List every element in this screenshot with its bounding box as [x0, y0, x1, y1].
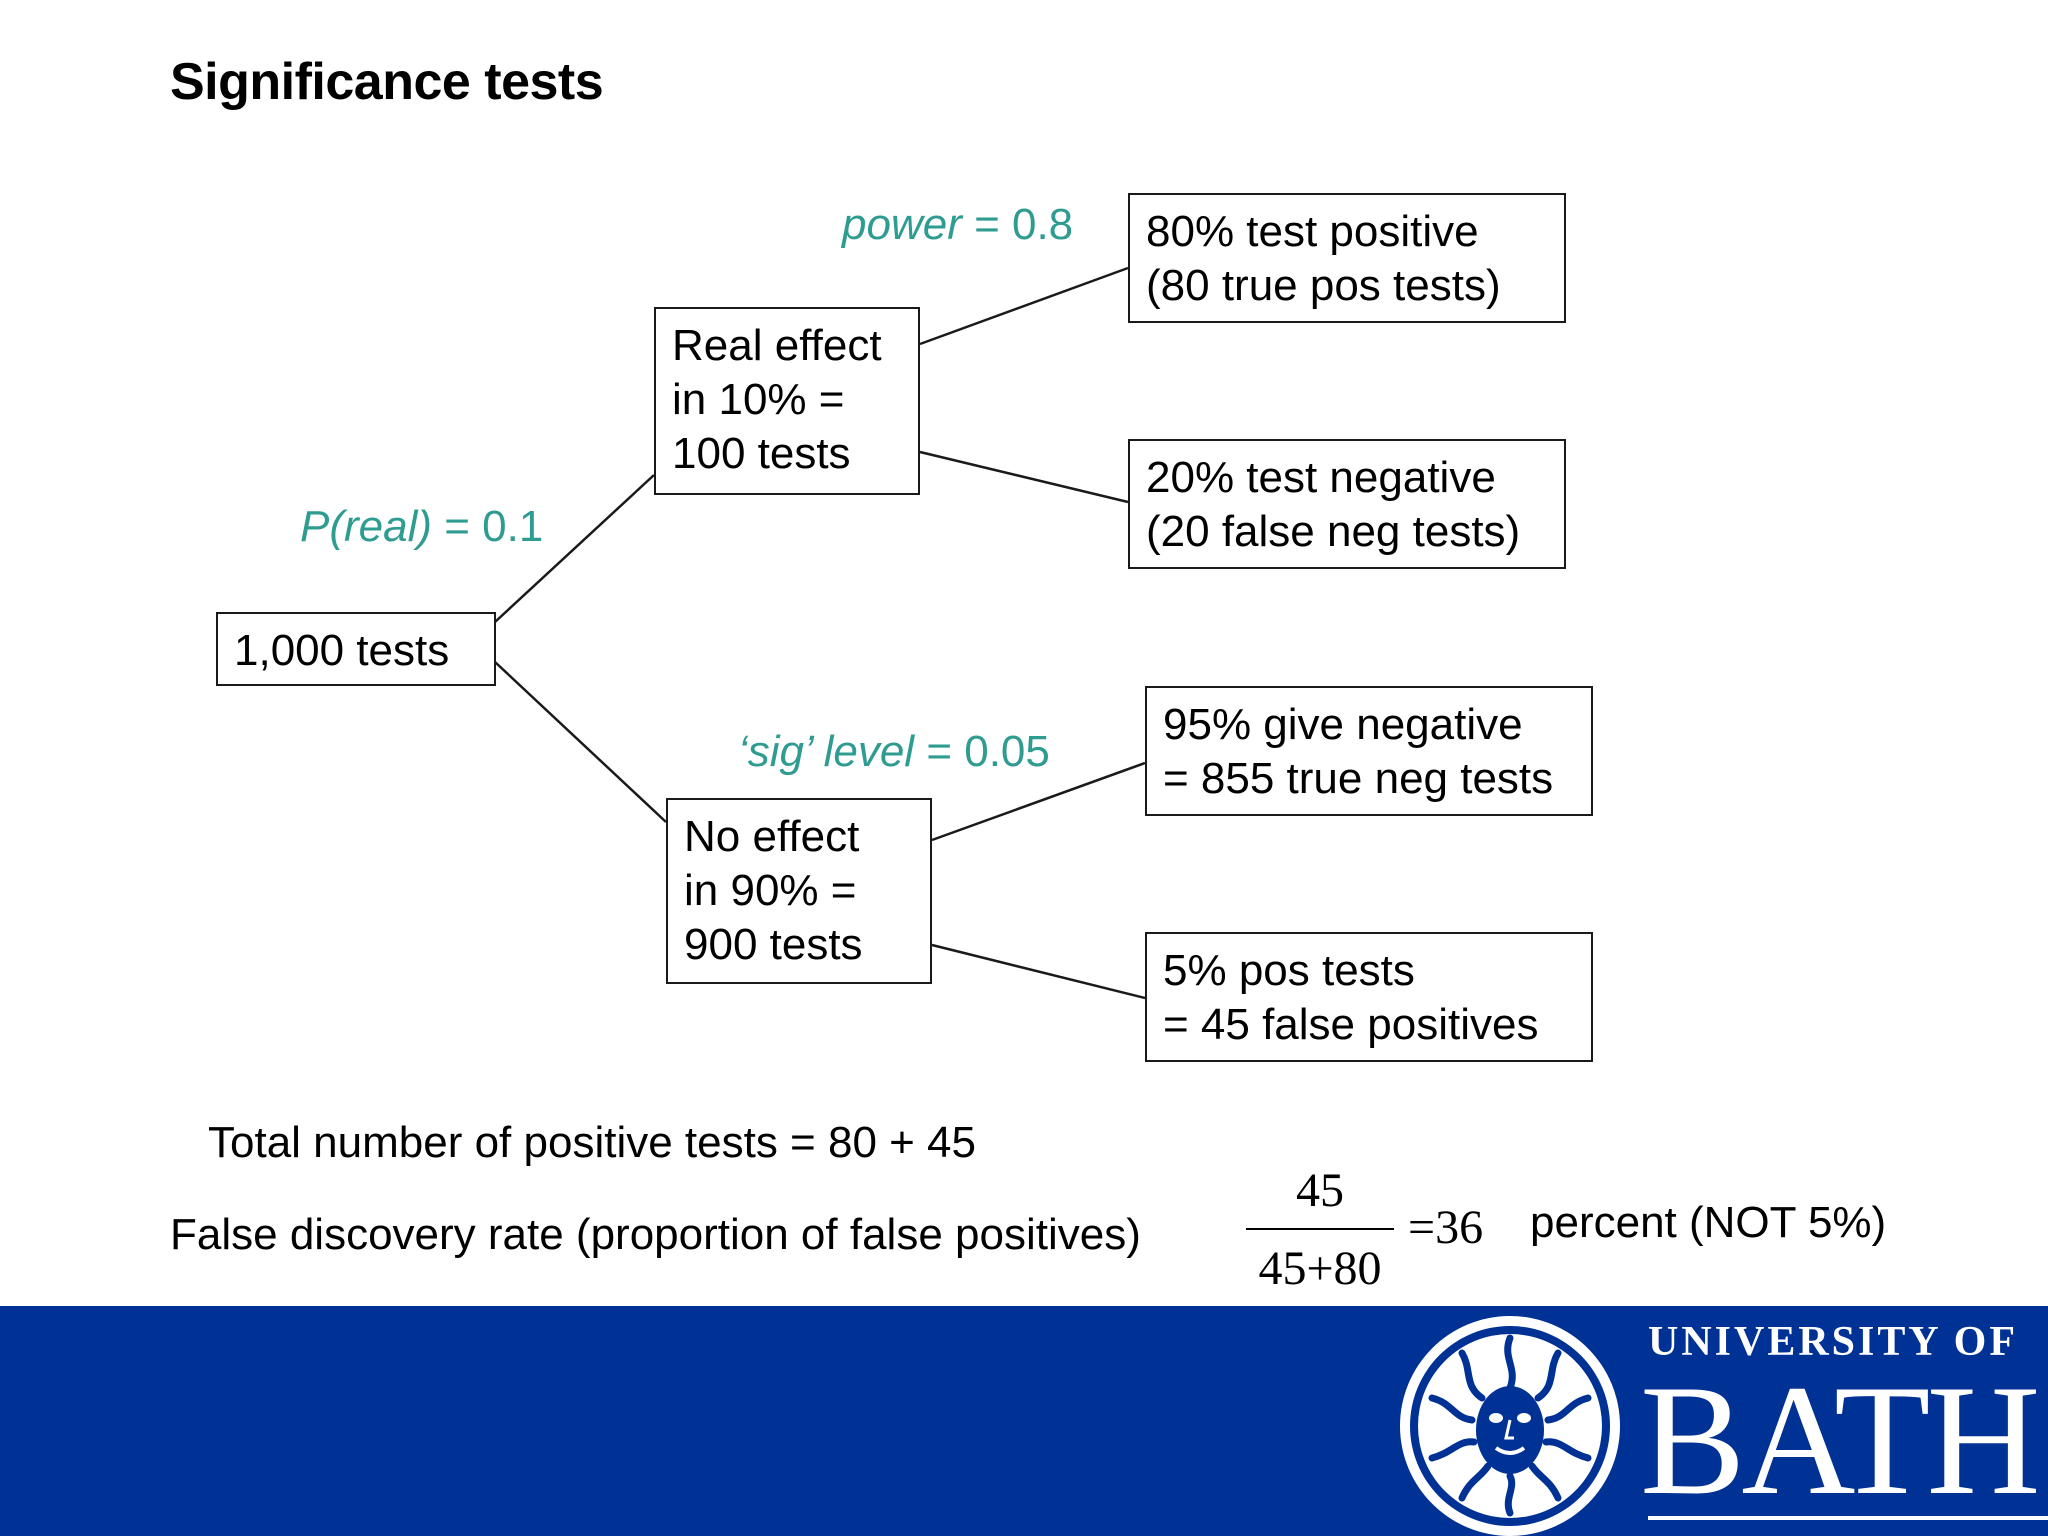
no-effect-node: No effect in 90% = 900 tests	[666, 798, 932, 984]
false-negative-line-2: (20 false neg tests)	[1146, 507, 1521, 556]
no-effect-line-1: No effect	[684, 812, 860, 861]
logo-underline	[1648, 1516, 2048, 1520]
false-negative-node: 20% test negative (20 false neg tests)	[1128, 439, 1566, 569]
true-negative-node: 95% give negative = 855 true neg tests	[1145, 686, 1593, 816]
total-positive-tests: Total number of positive tests = 80 + 45	[208, 1118, 977, 1167]
no-effect-line-2: in 90% =	[684, 866, 857, 915]
page-title: Significance tests	[170, 53, 604, 111]
fdr-result-suffix: percent (NOT 5%)	[1530, 1198, 1887, 1247]
true-positive-node: 80% test positive (80 true pos tests)	[1128, 193, 1566, 323]
bath-wordmark: BATH	[1640, 1353, 2041, 1528]
fdr-fraction-numerator: 45	[1296, 1164, 1344, 1217]
connector-real-truepos	[919, 266, 1129, 346]
fdr-result: =36	[1408, 1201, 1484, 1254]
fdr-fraction: 45 45+80	[1240, 1162, 1400, 1298]
fdr-fraction-bar	[1246, 1228, 1394, 1230]
sig-level-value: = 0.05	[914, 727, 1050, 776]
university-of-text: UNIVERSITY OF	[1648, 1319, 2018, 1365]
power-value: = 0.8	[961, 200, 1074, 249]
sig-level-label: ‘sig’ level = 0.05	[738, 727, 1050, 777]
p-real-var: P(real)	[300, 502, 433, 551]
real-effect-line-2: in 10% =	[672, 375, 845, 424]
p-real-value: = 0.1	[432, 502, 544, 551]
true-positive-line-2: (80 true pos tests)	[1146, 261, 1501, 310]
sun-god-head-crest-icon	[1400, 1316, 1620, 1536]
true-negative-line-1: 95% give negative	[1163, 700, 1523, 749]
power-var: power	[842, 200, 962, 249]
footer-band	[0, 1306, 2048, 1536]
root-node: 1,000 tests	[216, 612, 496, 686]
real-effect-line-1: Real effect	[672, 321, 882, 370]
connector-root-real	[494, 474, 655, 623]
connector-real-falseneg	[919, 450, 1129, 504]
false-negative-line-1: 20% test negative	[1146, 453, 1496, 502]
false-positive-line-1: 5% pos tests	[1163, 946, 1415, 995]
fdr-label: False discovery rate (proportion of fals…	[170, 1210, 1141, 1259]
false-positive-node: 5% pos tests = 45 false positives	[1145, 932, 1593, 1062]
power-label: power = 0.8	[842, 200, 1073, 250]
true-positive-line-1: 80% test positive	[1146, 207, 1479, 256]
fdr-fraction-denominator: 45+80	[1258, 1242, 1382, 1295]
no-effect-line-3: 900 tests	[684, 920, 863, 969]
connector-noeffect-trueneg	[931, 761, 1146, 842]
real-effect-node: Real effect in 10% = 100 tests	[654, 307, 920, 495]
sig-level-var: ‘sig’ level	[738, 727, 915, 776]
connector-root-noeffect	[494, 661, 667, 823]
p-real-label: P(real) = 0.1	[300, 502, 543, 552]
true-negative-line-2: = 855 true neg tests	[1163, 754, 1554, 803]
real-effect-line-3: 100 tests	[672, 429, 851, 478]
false-positive-line-2: = 45 false positives	[1163, 1000, 1539, 1049]
root-node-label: 1,000 tests	[234, 626, 450, 675]
connector-noeffect-falsepos	[931, 943, 1146, 1000]
